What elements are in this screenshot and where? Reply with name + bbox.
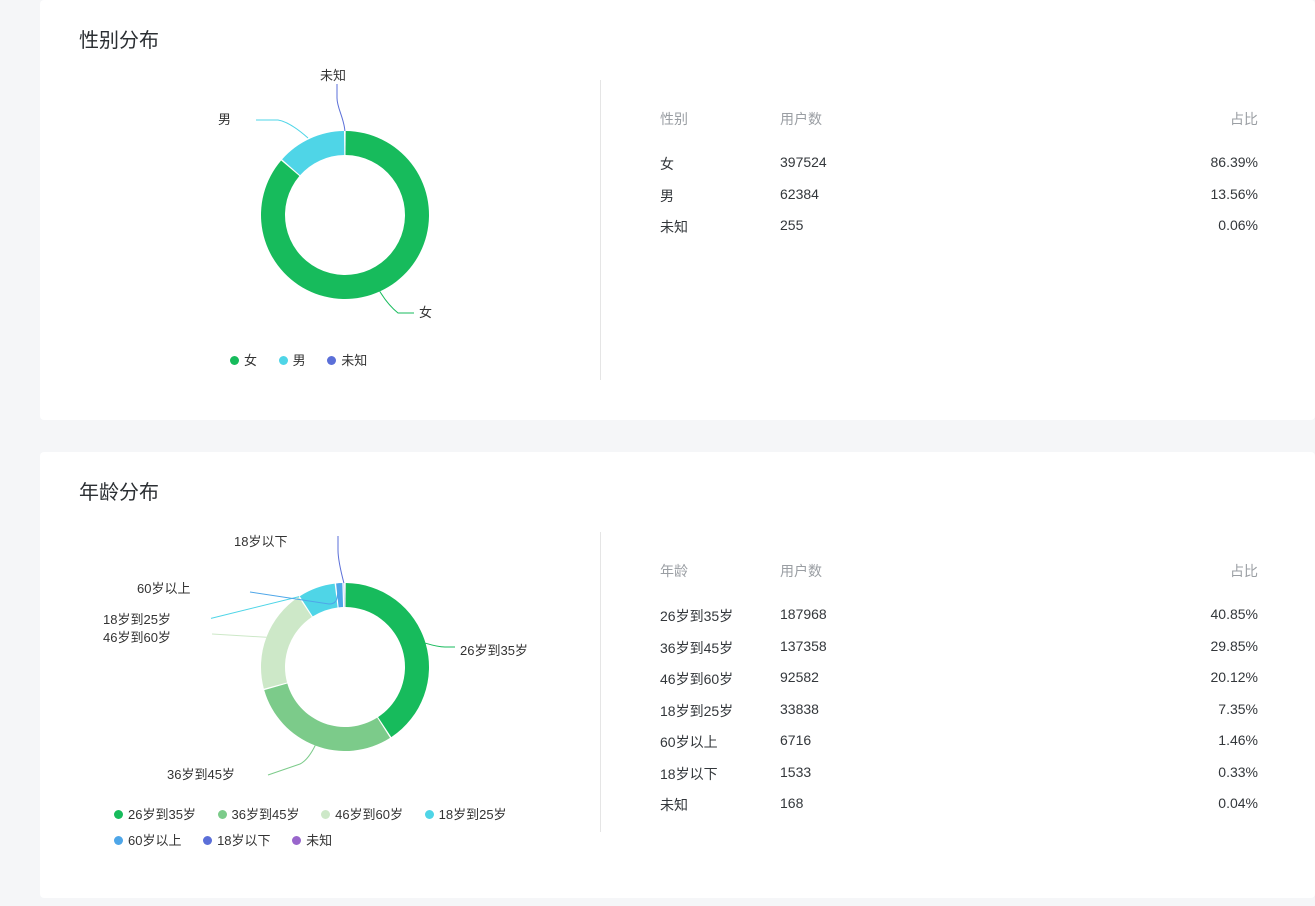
svg-text:46岁到60岁: 46岁到60岁 (103, 630, 171, 645)
svg-text:18岁到25岁: 18岁到25岁 (103, 612, 171, 627)
svg-text:60岁以上: 60岁以上 (137, 581, 190, 596)
svg-text:18岁以下: 18岁以下 (234, 534, 287, 549)
svg-text:36岁到45岁: 36岁到45岁 (167, 767, 235, 782)
svg-text:26岁到35岁: 26岁到35岁 (460, 643, 528, 658)
svg-text:男: 男 (218, 112, 231, 127)
svg-text:未知: 未知 (320, 68, 346, 83)
svg-text:女: 女 (419, 305, 432, 320)
